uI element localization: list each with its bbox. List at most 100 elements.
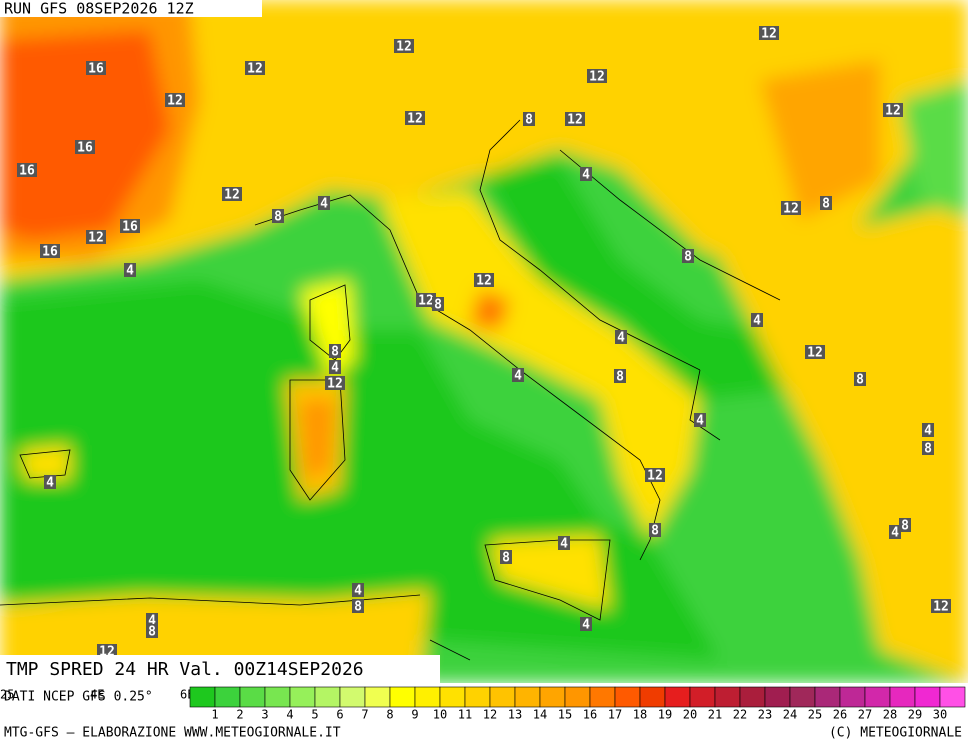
contour-label-box	[899, 518, 911, 532]
contour-label-box	[781, 201, 801, 215]
contour-label-box	[649, 523, 661, 537]
colorbar-label: 6	[336, 708, 343, 722]
colorbar-box	[764, 686, 791, 708]
contour-label: 8	[525, 113, 533, 128]
source-label: DATI NCEP GFS 0.25°	[4, 690, 153, 705]
contour-label-box	[523, 112, 535, 126]
colorbar-label: 29	[908, 708, 922, 722]
contour-label: 8	[901, 519, 909, 534]
contour-label-box	[318, 196, 330, 210]
colorbar-box	[614, 686, 641, 708]
contour-label-box	[146, 613, 158, 627]
contour-label: 16	[88, 62, 104, 77]
contour-label: 12	[396, 40, 412, 55]
contour-label-box	[86, 61, 106, 75]
contour-label: 8	[148, 625, 156, 640]
colorbar-box	[589, 686, 616, 708]
contour-label-box	[645, 468, 665, 482]
colorbar-label: 3	[261, 708, 268, 722]
colorbar-label: 19	[658, 708, 672, 722]
colorbar-box	[539, 686, 566, 708]
colorbar-label: 18	[633, 708, 647, 722]
contour-label-box	[352, 583, 364, 597]
contour-label-box	[146, 624, 158, 638]
contour-label: 12	[933, 600, 949, 615]
copyright: (C) METEOGIORNALE	[829, 726, 962, 741]
colorbar-label: 21	[708, 708, 722, 722]
contour-label-box	[44, 475, 56, 489]
contour-label: 8	[856, 373, 864, 388]
contour-label: 12	[589, 70, 605, 85]
contour-label: 4	[331, 361, 339, 376]
contour-label-box	[558, 536, 570, 550]
contour-label-box	[587, 69, 607, 83]
contour-label: 16	[42, 245, 58, 260]
colorbar-label: 11	[458, 708, 472, 722]
contour-label-box	[931, 599, 951, 613]
colorbar-box	[864, 686, 891, 708]
contour-label-box	[474, 273, 494, 287]
contour-label: 12	[885, 104, 901, 119]
contour-label-box	[325, 376, 345, 390]
colorbar-label: 12	[483, 708, 497, 722]
contour-label: 12	[783, 202, 799, 217]
colorbar-box	[489, 686, 516, 708]
contour-label-box	[245, 61, 265, 75]
contour-label: 8	[924, 442, 932, 457]
contour-label: 4	[617, 331, 625, 346]
contour-label: 4	[891, 526, 899, 541]
contour-label-box	[432, 297, 444, 311]
colorbar-box	[564, 686, 591, 708]
contour-label: 4	[126, 264, 134, 279]
contour-label-box	[682, 249, 694, 263]
colorbar-box	[814, 686, 841, 708]
colorbar-label: 28	[883, 708, 897, 722]
contour-label: 12	[761, 27, 777, 42]
contour-label-box	[222, 187, 242, 201]
colorbar-box	[839, 686, 866, 708]
contour-label-box	[759, 26, 779, 40]
contour-label: 12	[418, 294, 434, 309]
colorbar-box	[239, 686, 266, 708]
contour-label: 12	[247, 62, 263, 77]
colorbar-box	[389, 686, 416, 708]
contour-label: 4	[46, 476, 54, 491]
contour-label-box	[580, 617, 592, 631]
field	[0, 0, 968, 683]
lon-label: 4E	[90, 688, 104, 702]
contour-label-box	[329, 360, 341, 374]
contour-label: 8	[616, 370, 624, 385]
colorbar-label: 25	[808, 708, 822, 722]
colorbar-label: 9	[411, 708, 418, 722]
contour-label: 4	[514, 369, 522, 384]
colorbar-label: 4	[286, 708, 293, 722]
colorbar-label: 26	[833, 708, 847, 722]
colorbar-box	[889, 686, 916, 708]
colorbar-label: 27	[858, 708, 872, 722]
contour-label: 8	[502, 551, 510, 566]
contour-label: 8	[651, 524, 659, 539]
contour-label: 12	[167, 94, 183, 109]
colorbar-label: 2	[236, 708, 243, 722]
colorbar-box	[739, 686, 766, 708]
header-box	[0, 0, 262, 17]
contour-label: 12	[647, 469, 663, 484]
contour-label-box	[97, 644, 117, 658]
colorbar-box	[364, 686, 391, 708]
contour-label-box	[889, 525, 901, 539]
colorbar-box	[439, 686, 466, 708]
contour-label: 12	[807, 346, 823, 361]
contour-label: 4	[560, 537, 568, 552]
contour-label: 16	[122, 220, 138, 235]
contour-label: 12	[407, 112, 423, 127]
contour-label-box	[86, 230, 106, 244]
contour-label: 8	[434, 298, 442, 313]
contour-label-box	[416, 293, 436, 307]
contour-label-box	[614, 369, 626, 383]
contour-label-box	[820, 196, 832, 210]
colorbar-label: 1	[211, 708, 218, 722]
contour-label: 8	[274, 210, 282, 225]
colorbar-box	[639, 686, 666, 708]
contour-label: 12	[476, 274, 492, 289]
contour-label: 4	[924, 424, 932, 439]
